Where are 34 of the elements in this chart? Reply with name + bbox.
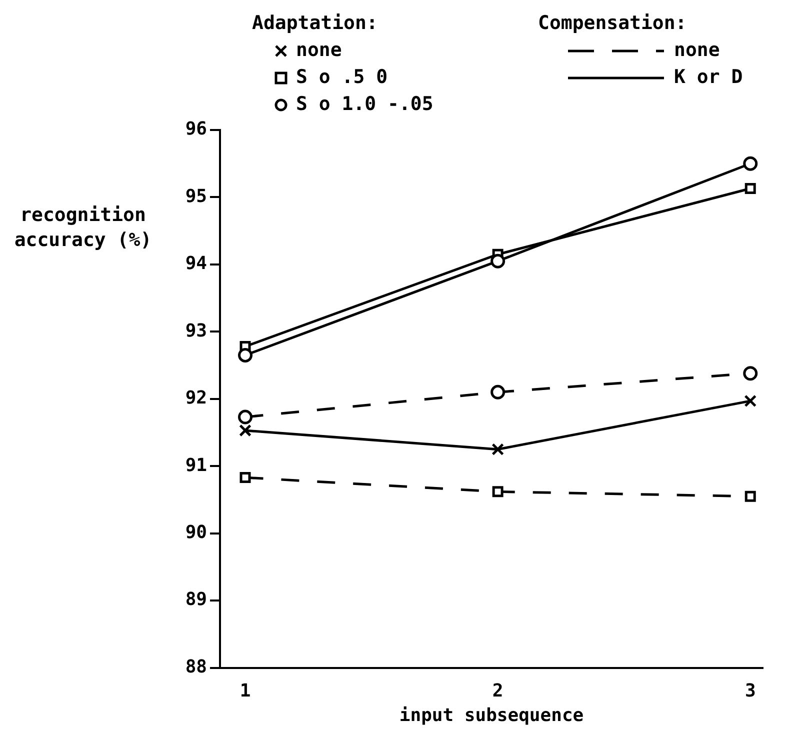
point (240, 472, 251, 484)
y-tick-label: 96 (185, 118, 207, 140)
x-tick-label: 3 (744, 680, 756, 702)
text: none (296, 39, 342, 61)
point (743, 366, 758, 381)
y-axis-title: recognition accuracy (%) (13, 203, 153, 253)
text: K or D (674, 66, 743, 88)
y-tick-label: 91 (185, 454, 207, 476)
text: none (674, 39, 720, 61)
point (492, 443, 504, 456)
point (492, 486, 504, 498)
y-tick-label: 92 (185, 388, 207, 409)
point (238, 410, 253, 424)
text: Adaptation: (252, 12, 378, 34)
point (238, 348, 253, 362)
y-tick-label: 88 (185, 656, 207, 678)
point (744, 182, 756, 194)
point (744, 490, 756, 502)
point (743, 156, 758, 171)
point (490, 384, 506, 400)
y-tick-label: 95 (185, 186, 207, 207)
y-tick-label: 93 (185, 320, 207, 342)
point (490, 254, 506, 268)
x-tick-label: 2 (492, 680, 504, 702)
y-tick-label: 89 (185, 589, 207, 610)
x-tick-label: 1 (240, 680, 251, 702)
text: S o .5 0 (296, 66, 388, 88)
text: S o 1.0 -.05 (296, 93, 434, 115)
point (239, 424, 252, 437)
point (744, 394, 757, 408)
x-axis-title: input subsequence (399, 704, 584, 726)
y-tick-label: 94 (185, 253, 208, 274)
text: Compensation: (538, 12, 687, 34)
y-tick-label: 90 (185, 522, 207, 544)
